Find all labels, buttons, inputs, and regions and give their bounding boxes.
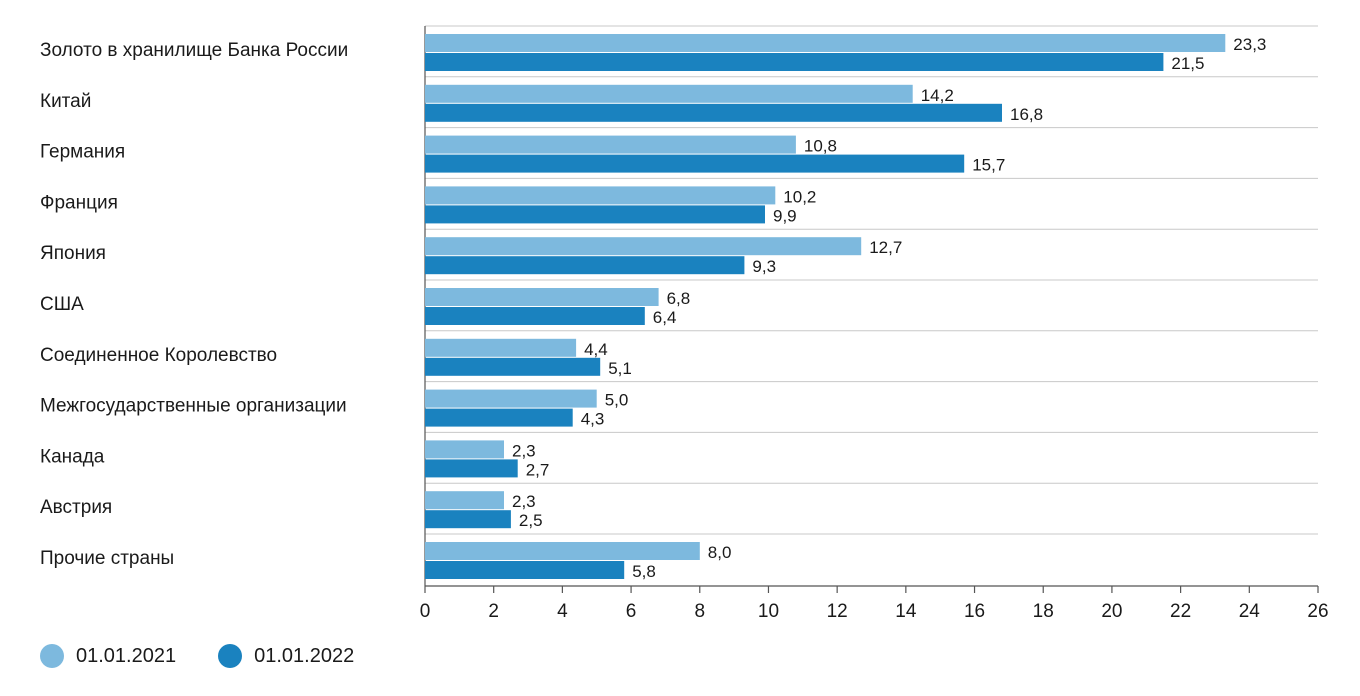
bar-01-01-2021 <box>425 440 504 459</box>
data-label: 2,7 <box>526 460 550 479</box>
x-tick-label: 6 <box>626 601 637 622</box>
data-label: 2,3 <box>512 492 536 511</box>
bar-01-01-2022 <box>425 103 1002 122</box>
bar-01-01-2021 <box>425 135 796 154</box>
legend-item-2021: 01.01.2021 <box>40 644 176 668</box>
x-tick-label: 2 <box>488 601 499 622</box>
data-label: 6,4 <box>653 308 677 327</box>
x-tick-label: 10 <box>758 601 779 622</box>
data-label: 12,7 <box>869 238 902 257</box>
x-tick-label: 0 <box>420 601 431 622</box>
x-tick-label: 8 <box>694 601 705 622</box>
data-label: 6,8 <box>667 289 691 308</box>
legend-item-2022: 01.01.2022 <box>218 644 354 668</box>
category-label: Франция <box>40 192 118 213</box>
bar-01-01-2022 <box>425 459 518 478</box>
x-tick-label: 4 <box>557 601 568 622</box>
data-label: 5,8 <box>632 562 656 581</box>
bar-01-01-2021 <box>425 542 700 560</box>
bar-01-01-2022 <box>425 205 765 224</box>
bar-01-01-2022 <box>425 256 745 275</box>
category-label: Соединенное Королевство <box>40 345 277 366</box>
legend: 01.01.2021 01.01.2022 <box>40 644 396 668</box>
bar-01-01-2022 <box>425 510 511 529</box>
category-label: Прочие страны <box>40 548 174 569</box>
legend-marker-2022 <box>218 644 243 668</box>
data-label: 23,3 <box>1233 35 1266 54</box>
bar-01-01-2022 <box>425 408 573 427</box>
x-tick-label: 14 <box>895 601 917 622</box>
category-label: Золото в хранилище Банка России <box>40 40 348 61</box>
bar-01-01-2021 <box>425 389 597 408</box>
legend-marker-2021 <box>40 644 64 668</box>
data-label: 4,3 <box>581 410 605 429</box>
data-label: 2,5 <box>519 511 543 530</box>
data-label: 10,2 <box>783 187 816 206</box>
bar-01-01-2021 <box>425 34 1226 52</box>
category-label: США <box>40 294 84 315</box>
x-tick-label: 16 <box>964 601 985 622</box>
x-tick-label: 20 <box>1101 601 1122 622</box>
bar-01-01-2022 <box>425 307 645 325</box>
data-label: 15,7 <box>972 156 1005 175</box>
bar-01-01-2022 <box>425 53 1164 71</box>
data-label: 9,3 <box>752 257 776 276</box>
bar-01-01-2022 <box>425 561 625 579</box>
data-label: 9,9 <box>773 206 797 225</box>
data-label: 10,8 <box>804 137 837 156</box>
category-label: Межгосударственные организации <box>40 396 347 417</box>
x-tick-label: 12 <box>827 601 848 622</box>
x-tick-label: 24 <box>1239 601 1261 622</box>
data-label: 16,8 <box>1010 105 1043 124</box>
data-label: 21,5 <box>1171 54 1204 73</box>
bar-01-01-2022 <box>425 154 965 173</box>
bar-01-01-2021 <box>425 237 862 256</box>
bar-01-01-2021 <box>425 84 913 103</box>
legend-label-2022: 01.01.2022 <box>254 644 355 667</box>
bar-01-01-2021 <box>425 288 659 306</box>
bar-01-01-2021 <box>425 186 776 205</box>
bar-01-01-2021 <box>425 491 504 510</box>
data-label: 8,0 <box>708 543 732 562</box>
bar-01-01-2021 <box>425 338 577 357</box>
data-label: 4,4 <box>584 340 608 359</box>
category-label: Китай <box>40 91 91 112</box>
category-label: Австрия <box>40 497 112 518</box>
data-label: 14,2 <box>921 86 954 105</box>
bar-01-01-2022 <box>425 357 601 376</box>
x-tick-label: 22 <box>1170 601 1191 622</box>
category-label: Германия <box>40 142 125 163</box>
x-tick-label: 26 <box>1307 601 1328 622</box>
data-label: 5,1 <box>608 359 632 378</box>
category-label: Япония <box>40 243 106 264</box>
legend-label-2021: 01.01.2021 <box>76 644 177 667</box>
x-tick-label: 18 <box>1033 601 1054 622</box>
data-label: 5,0 <box>605 391 629 410</box>
data-label: 2,3 <box>512 441 536 460</box>
category-label: Канада <box>40 446 105 467</box>
